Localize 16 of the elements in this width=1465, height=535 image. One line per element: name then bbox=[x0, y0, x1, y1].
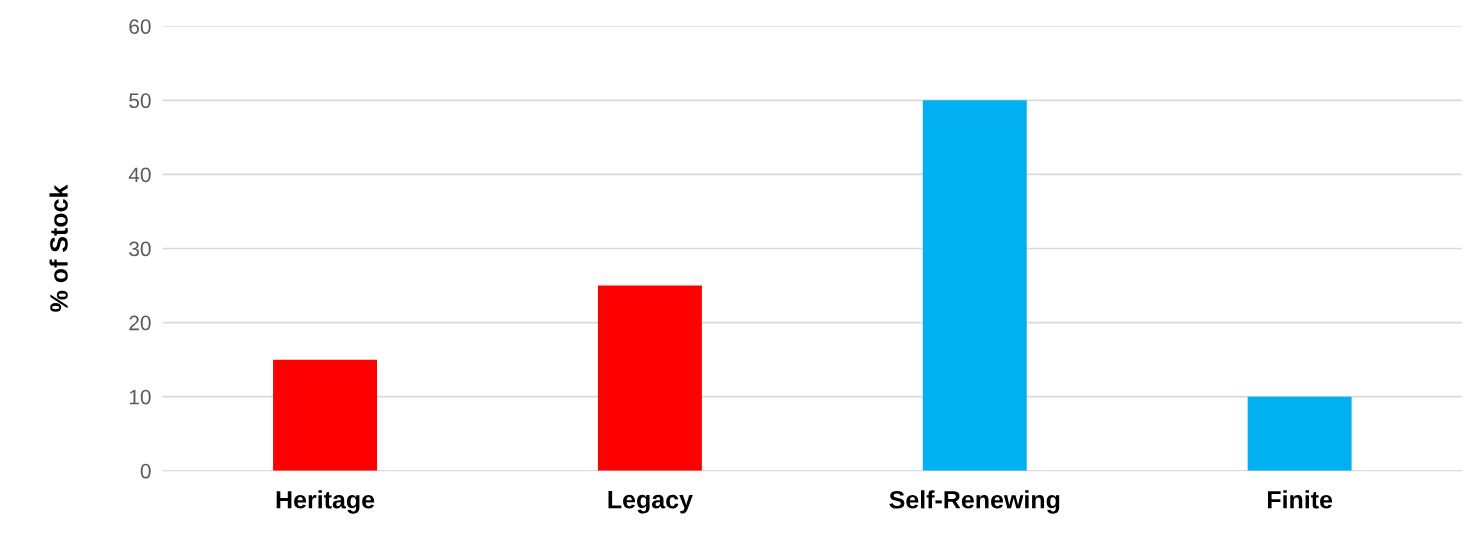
y-tick-label: 30 bbox=[129, 241, 151, 257]
x-tick-label: Finite bbox=[1267, 490, 1333, 509]
y-tick-label: 50 bbox=[129, 93, 151, 109]
bar bbox=[597, 285, 702, 471]
bar bbox=[273, 359, 378, 471]
x-tick-label: Heritage bbox=[276, 490, 375, 514]
y-tick-label: 0 bbox=[140, 463, 151, 479]
y-tick-label: 10 bbox=[129, 389, 151, 405]
y-tick-label: 40 bbox=[128, 167, 151, 183]
y-axis-title: % of Stock bbox=[49, 184, 68, 312]
y-tick-label: 60 bbox=[129, 19, 151, 34]
y-tick-label: 20 bbox=[129, 315, 151, 331]
bar bbox=[922, 100, 1027, 471]
x-tick-label: Legacy bbox=[608, 491, 693, 514]
bar bbox=[1247, 396, 1352, 471]
x-tick-label: Self-Renewing bbox=[889, 490, 1060, 514]
